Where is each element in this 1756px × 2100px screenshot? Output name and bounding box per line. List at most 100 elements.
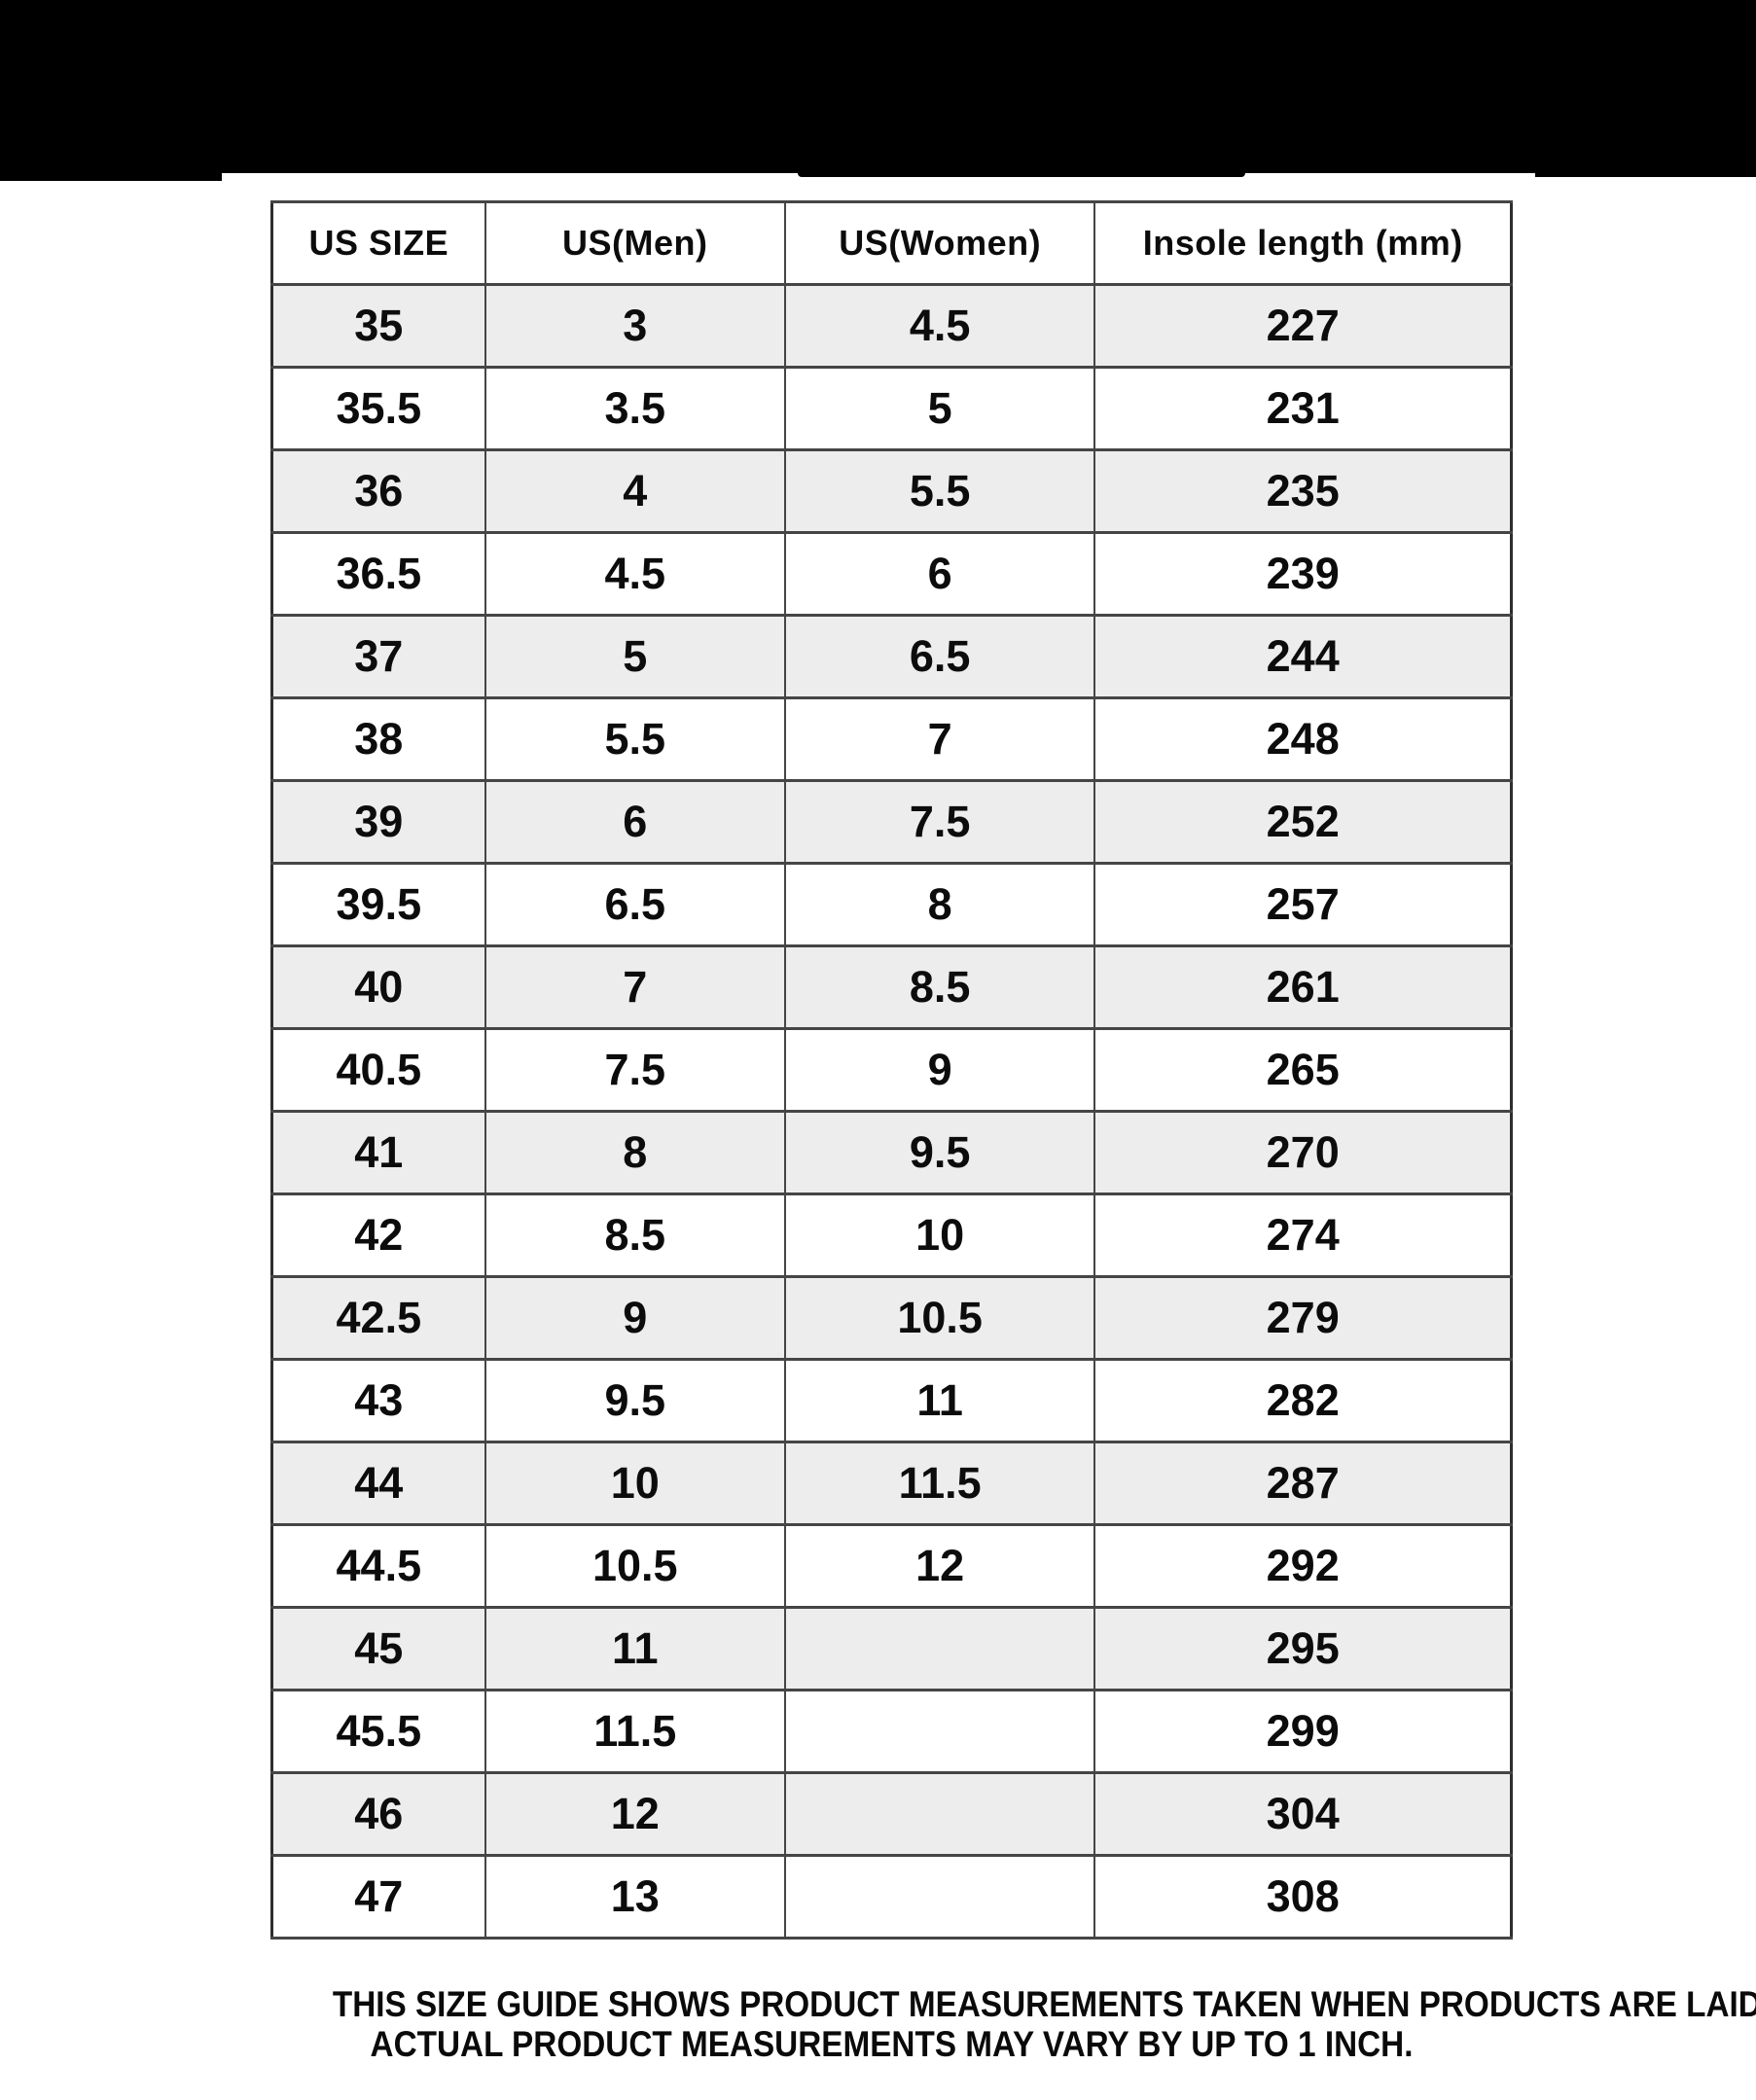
table-cell: 5	[484, 614, 786, 699]
table-row: 39.5 6.5 8 257	[270, 862, 1513, 947]
table-cell: 239	[1093, 531, 1513, 617]
table-cell: 279	[1093, 1275, 1513, 1361]
table-cell: 299	[1093, 1689, 1513, 1774]
table-cell: 40	[270, 944, 486, 1030]
table-cell: 45	[270, 1606, 486, 1691]
table-cell: 8.5	[783, 944, 1096, 1030]
table-row: 47 13 308	[270, 1854, 1513, 1940]
table-cell: 270	[1093, 1110, 1513, 1195]
table-cell: 6.5	[783, 614, 1096, 699]
table-cell: 257	[1093, 862, 1513, 947]
table-cell	[783, 1689, 1096, 1774]
table-cell: 3	[484, 283, 786, 369]
table-row: 38 5.5 7 248	[270, 696, 1513, 782]
table-cell: 36	[270, 448, 486, 534]
table-cell: 265	[1093, 1027, 1513, 1113]
table-cell: 40.5	[270, 1027, 486, 1113]
table-row: 45 11 295	[270, 1606, 1513, 1691]
table-cell: 9	[484, 1275, 786, 1361]
table-cell: 7	[484, 944, 786, 1030]
table-cell: 10	[484, 1441, 786, 1526]
table-cell: 6.5	[484, 862, 786, 947]
table-cell: 6	[783, 531, 1096, 617]
table-cell: 235	[1093, 448, 1513, 534]
table-row: 45.5 11.5 299	[270, 1689, 1513, 1774]
table-row: 39 6 7.5 252	[270, 779, 1513, 865]
table-cell: 8	[484, 1110, 786, 1195]
table-cell: 5.5	[484, 696, 786, 782]
table-cell: 44	[270, 1441, 486, 1526]
table-cell: 39.5	[270, 862, 486, 947]
table-row: 44 10 11.5 287	[270, 1441, 1513, 1526]
table-cell: 12	[783, 1523, 1096, 1609]
table-cell: 46	[270, 1771, 486, 1857]
table-cell: 10.5	[484, 1523, 786, 1609]
top-banner	[0, 0, 1756, 181]
table-cell: 12	[484, 1771, 786, 1857]
table-row: 40.5 7.5 9 265	[270, 1027, 1513, 1113]
table-cell: 35.5	[270, 366, 486, 451]
table-cell: 274	[1093, 1192, 1513, 1278]
table-cell: 37	[270, 614, 486, 699]
header-insole-length: Insole length (mm)	[1093, 200, 1513, 286]
table-row: 44.5 10.5 12 292	[270, 1523, 1513, 1609]
note-line-2: ACTUAL PRODUCT MEASUREMENTS MAY VARY BY …	[370, 2024, 1414, 2064]
table-cell: 42.5	[270, 1275, 486, 1361]
header-us-size: US SIZE	[270, 200, 486, 286]
table-row: 35 3 4.5 227	[270, 283, 1513, 369]
table-row: 43 9.5 11 282	[270, 1358, 1513, 1443]
table-row: 41 8 9.5 270	[270, 1110, 1513, 1195]
table-cell: 41	[270, 1110, 486, 1195]
table-cell: 9.5	[783, 1110, 1096, 1195]
size-table-container: US SIZE US(Men) US(Women) Insole length …	[270, 200, 1513, 1940]
size-table: US SIZE US(Men) US(Women) Insole length …	[270, 200, 1513, 1940]
table-cell: 6	[484, 779, 786, 865]
table-cell: 304	[1093, 1771, 1513, 1857]
table-cell: 8	[783, 862, 1096, 947]
table-cell: 4	[484, 448, 786, 534]
table-cell: 7.5	[783, 779, 1096, 865]
table-cell: 11.5	[783, 1441, 1096, 1526]
table-cell: 35	[270, 283, 486, 369]
table-row: 42 8.5 10 274	[270, 1192, 1513, 1278]
table-cell: 292	[1093, 1523, 1513, 1609]
header-us-women: US(Women)	[783, 200, 1096, 286]
table-cell: 42	[270, 1192, 486, 1278]
table-cell: 11	[484, 1606, 786, 1691]
table-header-row: US SIZE US(Men) US(Women) Insole length …	[270, 200, 1513, 286]
table-cell: 3.5	[484, 366, 786, 451]
banner-edge	[798, 173, 1245, 177]
table-cell: 8.5	[484, 1192, 786, 1278]
table-cell: 4.5	[484, 531, 786, 617]
table-cell: 261	[1093, 944, 1513, 1030]
table-cell: 43	[270, 1358, 486, 1443]
table-cell: 5	[783, 366, 1096, 451]
table-cell: 11.5	[484, 1689, 786, 1774]
table-cell: 44.5	[270, 1523, 486, 1609]
size-table-body: 35 3 4.5 227 35.5 3.5 5 231 36 4 5.5 235 36.5 4.5 6 239…	[270, 283, 1513, 1940]
table-row: 42.5 9 10.5 279	[270, 1275, 1513, 1361]
header-us-men: US(Men)	[484, 200, 786, 286]
table-row: 37 5 6.5 244	[270, 614, 1513, 699]
table-row: 40 7 8.5 261	[270, 944, 1513, 1030]
table-cell: 4.5	[783, 283, 1096, 369]
table-cell: 10	[783, 1192, 1096, 1278]
table-cell: 244	[1093, 614, 1513, 699]
table-cell: 47	[270, 1854, 486, 1940]
table-cell: 231	[1093, 366, 1513, 451]
table-cell: 39	[270, 779, 486, 865]
table-row: 46 12 304	[270, 1771, 1513, 1857]
table-cell: 248	[1093, 696, 1513, 782]
table-cell	[783, 1771, 1096, 1857]
table-cell: 252	[1093, 779, 1513, 865]
table-cell: 38	[270, 696, 486, 782]
table-cell: 282	[1093, 1358, 1513, 1443]
note-line-1: THIS SIZE GUIDE SHOWS PRODUCT MEASUREMEN…	[332, 1984, 1756, 2024]
table-cell: 308	[1093, 1854, 1513, 1940]
table-cell: 11	[783, 1358, 1096, 1443]
table-cell: 7	[783, 696, 1096, 782]
table-cell: 9.5	[484, 1358, 786, 1443]
table-row: 36.5 4.5 6 239	[270, 531, 1513, 617]
table-cell: 5.5	[783, 448, 1096, 534]
